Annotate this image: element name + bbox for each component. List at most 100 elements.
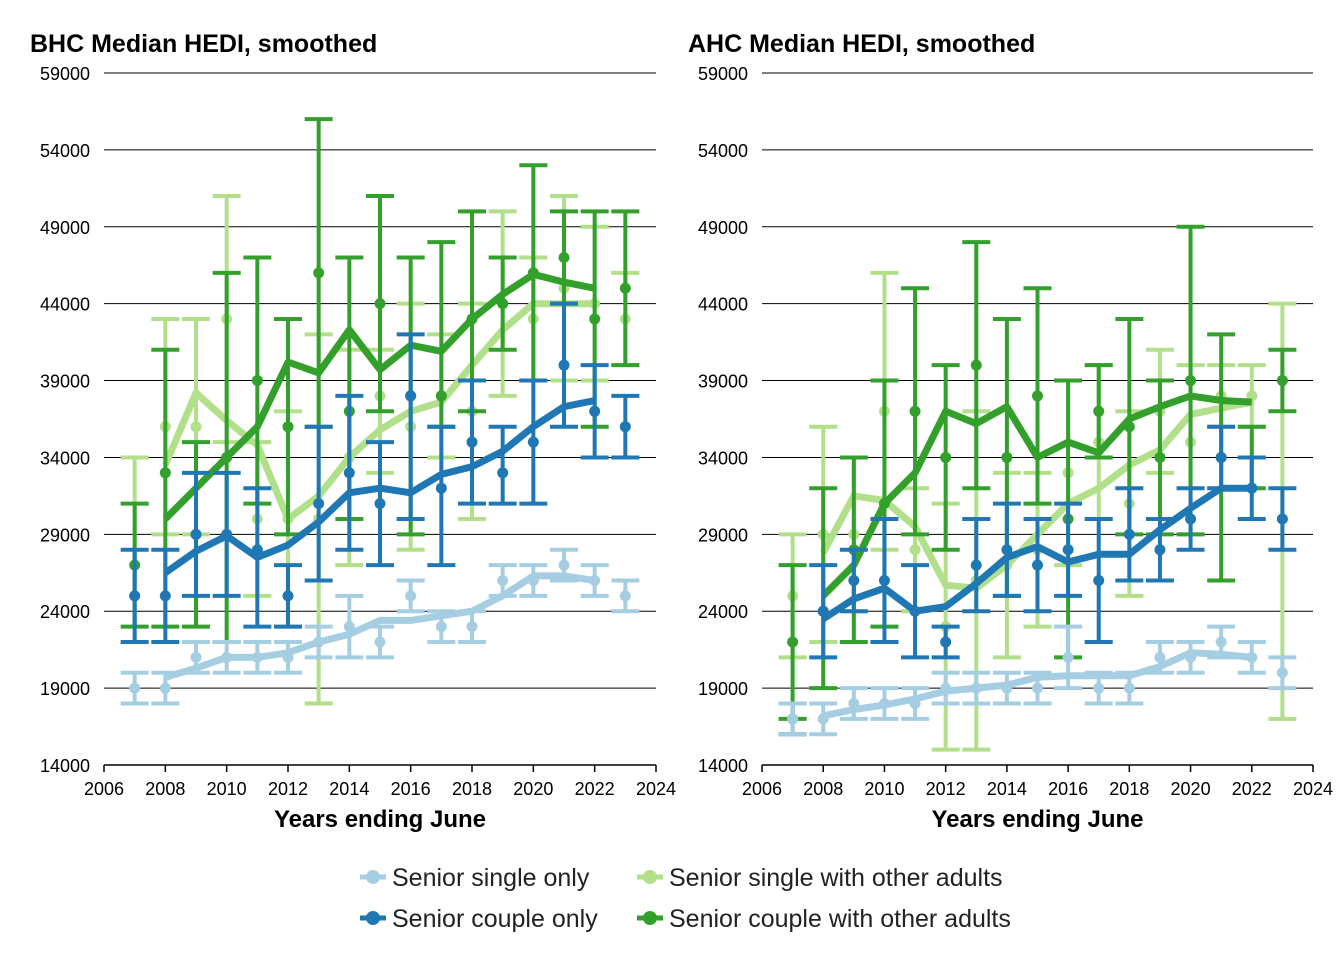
- data-point: [787, 636, 799, 648]
- x-tick-label: 2006: [742, 779, 782, 799]
- data-point: [190, 651, 202, 663]
- data-point: [159, 682, 171, 694]
- data-point: [435, 482, 447, 494]
- legend-item: Senior single with other adults: [637, 864, 1003, 892]
- data-point: [1276, 667, 1288, 679]
- data-point: [129, 590, 141, 602]
- data-point: [909, 544, 921, 556]
- smoothed-line: [821, 484, 1252, 622]
- data-point: [558, 252, 570, 264]
- data-point: [527, 436, 539, 448]
- data-point: [190, 421, 202, 433]
- data-point: [1032, 682, 1043, 694]
- data-point: [466, 621, 478, 633]
- chart-title: BHC Median HEDI, smoothed: [30, 30, 377, 58]
- data-point: [619, 421, 631, 433]
- data-point: [313, 267, 325, 279]
- series-senior-single-only: [120, 547, 640, 706]
- data-point: [251, 375, 263, 387]
- y-tick-label: 19000: [698, 679, 748, 699]
- data-point: [558, 559, 570, 571]
- data-point: [940, 451, 952, 463]
- data-point: [558, 359, 570, 371]
- y-tick-label: 39000: [40, 372, 90, 392]
- data-point: [282, 590, 294, 602]
- data-point: [374, 498, 386, 510]
- data-point: [159, 590, 171, 602]
- data-point: [970, 359, 982, 371]
- data-point: [466, 436, 478, 448]
- x-tick-label: 2008: [145, 779, 185, 799]
- chart-panel-1: BHC Median HEDI, smoothed 14000 19000 24000…: [30, 30, 676, 833]
- data-point: [313, 498, 325, 510]
- x-axis-label: Years ending June: [274, 806, 486, 833]
- data-point: [1123, 682, 1135, 694]
- data-point: [1001, 451, 1013, 463]
- data-point: [940, 636, 952, 648]
- x-tick-label: 2014: [987, 779, 1027, 799]
- x-tick-label: 2020: [1171, 779, 1211, 799]
- y-tick-label: 59000: [698, 64, 748, 84]
- y-tick-label: 54000: [698, 141, 748, 161]
- y-tick-label: 44000: [698, 295, 748, 315]
- data-point: [848, 574, 860, 586]
- x-tick-label: 2022: [1232, 779, 1272, 799]
- legend-label: Senior couple only: [392, 905, 598, 933]
- y-tick-label: 54000: [40, 141, 90, 161]
- series-senior-couple-only: [778, 424, 1297, 737]
- data-point: [1185, 513, 1197, 525]
- smoothed-line: [820, 392, 1252, 599]
- data-point: [405, 590, 417, 602]
- data-point: [787, 713, 799, 725]
- data-point: [374, 298, 386, 310]
- data-point: [374, 636, 386, 648]
- y-tick-label: 44000: [40, 295, 90, 315]
- legend-label: Senior couple with other adults: [669, 905, 1011, 933]
- x-tick-label: 2024: [1293, 779, 1333, 799]
- x-tick-label: 2024: [636, 779, 676, 799]
- legend-label: Senior single only: [392, 864, 590, 892]
- data-point: [190, 528, 202, 540]
- data-point: [129, 682, 141, 694]
- y-tick-label: 34000: [698, 448, 748, 468]
- series-senior-single-only: [778, 624, 1297, 737]
- data-point: [589, 405, 601, 417]
- data-point: [1185, 375, 1197, 387]
- data-point: [1215, 636, 1227, 648]
- data-point: [1276, 375, 1288, 387]
- chart-panel-2: AHC Median HEDI, smoothed 14000 19000 24000…: [688, 30, 1333, 833]
- y-tick-label: 14000: [40, 756, 90, 776]
- data-point: [970, 559, 982, 571]
- data-point: [405, 390, 417, 402]
- y-tick-label: 14000: [698, 756, 748, 776]
- x-axis-label: Years ending June: [931, 806, 1143, 833]
- x-tick-label: 2008: [803, 779, 843, 799]
- series-senior-couple-only: [120, 301, 640, 644]
- data-point: [1001, 544, 1013, 556]
- data-point: [1093, 574, 1105, 586]
- data-point: [909, 405, 921, 417]
- x-tick-label: 2022: [575, 779, 615, 799]
- x-tick-label: 2006: [84, 779, 124, 799]
- x-tick-label: 2018: [452, 779, 492, 799]
- y-tick-label: 19000: [40, 679, 90, 699]
- y-tick-label: 34000: [40, 448, 90, 468]
- legend-swatch-marker: [643, 911, 657, 925]
- y-tick-label: 59000: [40, 64, 90, 84]
- legend-item: Senior couple with other adults: [637, 905, 1011, 933]
- data-point: [497, 574, 509, 586]
- legend-swatch-marker: [643, 870, 657, 884]
- data-point: [282, 421, 294, 433]
- x-tick-label: 2012: [926, 779, 966, 799]
- y-tick-label: 39000: [698, 372, 748, 392]
- chart-title: AHC Median HEDI, smoothed: [688, 30, 1035, 58]
- x-tick-label: 2012: [268, 779, 308, 799]
- data-point: [1062, 651, 1074, 663]
- smoothed-line: [162, 270, 596, 522]
- data-point: [1093, 405, 1105, 417]
- data-point: [619, 282, 631, 294]
- x-tick-label: 2016: [391, 779, 431, 799]
- smoothed-line: [163, 397, 596, 576]
- y-tick-label: 24000: [40, 602, 90, 622]
